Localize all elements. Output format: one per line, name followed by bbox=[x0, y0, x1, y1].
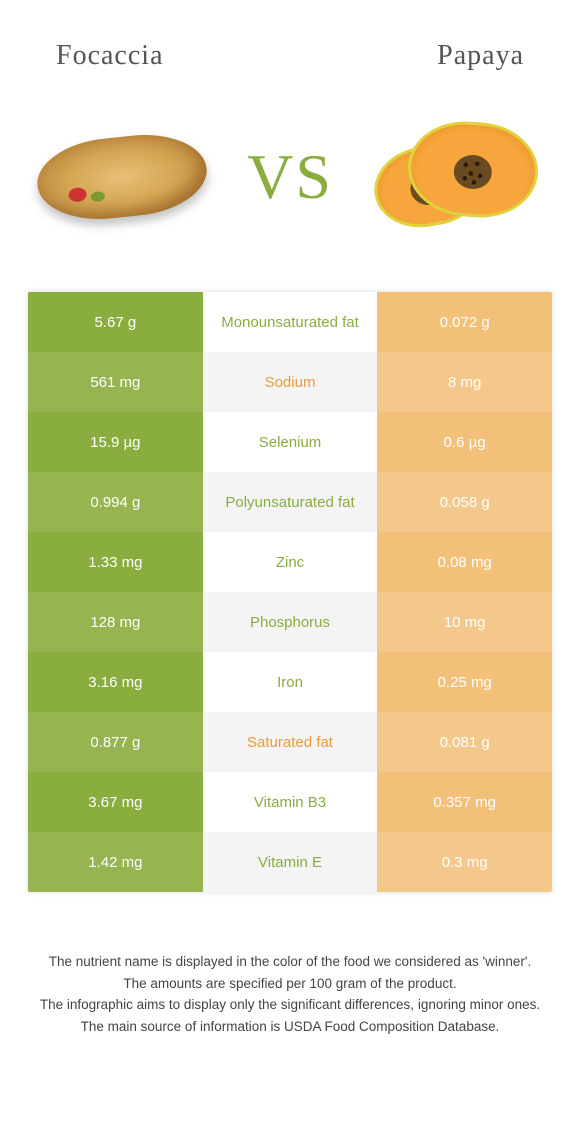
title-left: Focaccia bbox=[56, 40, 164, 72]
value-left: 3.67 mg bbox=[28, 772, 203, 832]
value-right: 0.3 mg bbox=[377, 832, 552, 892]
nutrient-label: Vitamin B3 bbox=[203, 772, 378, 832]
table-row: 3.67 mgVitamin B30.357 mg bbox=[28, 772, 552, 832]
value-right: 10 mg bbox=[377, 592, 552, 652]
value-right: 0.081 g bbox=[377, 712, 552, 772]
table-row: 0.994 gPolyunsaturated fat0.058 g bbox=[28, 472, 552, 532]
value-right: 0.6 µg bbox=[377, 412, 552, 472]
title-row: Focaccia Papaya bbox=[28, 40, 552, 72]
footer-line: The amounts are specified per 100 gram o… bbox=[32, 974, 548, 994]
footer-notes: The nutrient name is displayed in the co… bbox=[28, 952, 552, 1038]
table-row: 0.877 gSaturated fat0.081 g bbox=[28, 712, 552, 772]
value-left: 561 mg bbox=[28, 352, 203, 412]
papaya-image bbox=[368, 122, 548, 232]
value-left: 3.16 mg bbox=[28, 652, 203, 712]
table-row: 5.67 gMonounsaturated fat0.072 g bbox=[28, 292, 552, 352]
value-right: 0.072 g bbox=[377, 292, 552, 352]
footer-line: The infographic aims to display only the… bbox=[32, 995, 548, 1015]
table-row: 128 mgPhosphorus10 mg bbox=[28, 592, 552, 652]
value-right: 0.08 mg bbox=[377, 532, 552, 592]
nutrient-label: Phosphorus bbox=[203, 592, 378, 652]
vs-label: VS bbox=[247, 140, 333, 214]
value-left: 0.994 g bbox=[28, 472, 203, 532]
value-right: 0.058 g bbox=[377, 472, 552, 532]
value-right: 0.357 mg bbox=[377, 772, 552, 832]
nutrient-label: Zinc bbox=[203, 532, 378, 592]
value-left: 15.9 µg bbox=[28, 412, 203, 472]
value-left: 1.33 mg bbox=[28, 532, 203, 592]
value-left: 5.67 g bbox=[28, 292, 203, 352]
nutrient-label: Sodium bbox=[203, 352, 378, 412]
value-right: 8 mg bbox=[377, 352, 552, 412]
value-left: 1.42 mg bbox=[28, 832, 203, 892]
nutrient-label: Vitamin E bbox=[203, 832, 378, 892]
nutrient-label: Iron bbox=[203, 652, 378, 712]
footer-line: The nutrient name is displayed in the co… bbox=[32, 952, 548, 972]
nutrient-label: Selenium bbox=[203, 412, 378, 472]
vs-row: VS bbox=[28, 122, 552, 232]
focaccia-image bbox=[32, 122, 212, 232]
table-row: 3.16 mgIron0.25 mg bbox=[28, 652, 552, 712]
value-right: 0.25 mg bbox=[377, 652, 552, 712]
table-row: 15.9 µgSelenium0.6 µg bbox=[28, 412, 552, 472]
footer-line: The main source of information is USDA F… bbox=[32, 1017, 548, 1037]
table-row: 1.33 mgZinc0.08 mg bbox=[28, 532, 552, 592]
value-left: 128 mg bbox=[28, 592, 203, 652]
table-row: 1.42 mgVitamin E0.3 mg bbox=[28, 832, 552, 892]
nutrient-label: Polyunsaturated fat bbox=[203, 472, 378, 532]
nutrient-label: Monounsaturated fat bbox=[203, 292, 378, 352]
value-left: 0.877 g bbox=[28, 712, 203, 772]
nutrient-table: 5.67 gMonounsaturated fat0.072 g561 mgSo… bbox=[28, 292, 552, 892]
nutrient-label: Saturated fat bbox=[203, 712, 378, 772]
table-row: 561 mgSodium8 mg bbox=[28, 352, 552, 412]
title-right: Papaya bbox=[437, 40, 524, 72]
